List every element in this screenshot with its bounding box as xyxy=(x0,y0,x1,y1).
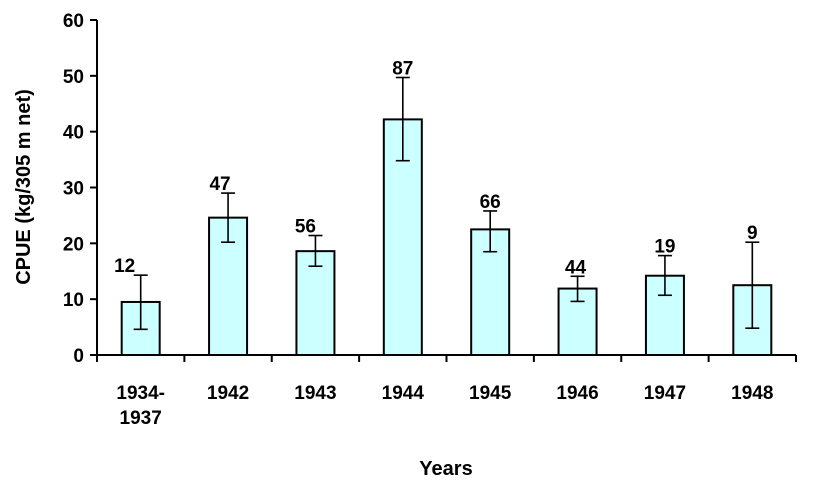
axes-layer xyxy=(96,20,796,356)
data-label: 66 xyxy=(480,192,501,213)
data-label: 47 xyxy=(209,174,230,195)
data-label: 12 xyxy=(114,256,135,277)
x-tick-label: 1943 xyxy=(294,383,336,404)
y-tick-label: 50 xyxy=(63,67,84,88)
y-tick-label: 10 xyxy=(63,290,84,311)
data-label: 56 xyxy=(295,217,316,238)
x-axis-title: Years xyxy=(419,458,472,480)
y-tick-label: 30 xyxy=(63,179,84,200)
error-bars-layer xyxy=(133,76,760,331)
data-label: 9 xyxy=(747,223,758,244)
y-axis-title: CPUE (kg/305 m net) xyxy=(13,89,35,285)
y-ticks-layer: 0 10 20 30 40 50 60 xyxy=(63,11,97,367)
x-tick-label: 1944 xyxy=(382,383,425,404)
data-label: 19 xyxy=(654,237,675,258)
x-tick-label: 1942 xyxy=(207,383,249,404)
bar xyxy=(382,118,423,356)
data-labels-layer: 12 47 56 87 66 44 19 9 xyxy=(114,59,757,279)
x-tick-label: 1945 xyxy=(469,383,512,404)
x-ticks-layer: 1934- 1937 1942 1943 1944 1945 1946 1947 1948 xyxy=(96,355,797,429)
y-tick-label: 0 xyxy=(73,346,84,367)
y-tick-label: 20 xyxy=(63,234,84,255)
y-tick-label: 60 xyxy=(63,11,84,32)
y-tick-label: 40 xyxy=(63,123,84,144)
x-tick-label: 1937 xyxy=(120,408,162,429)
x-tick-label: 1948 xyxy=(731,383,773,404)
data-label: 87 xyxy=(392,59,413,80)
x-tick-label: 1947 xyxy=(644,383,686,404)
x-tick-label: 1946 xyxy=(556,383,598,404)
x-tick-label: 1934- xyxy=(116,383,165,404)
data-label: 44 xyxy=(565,257,587,278)
